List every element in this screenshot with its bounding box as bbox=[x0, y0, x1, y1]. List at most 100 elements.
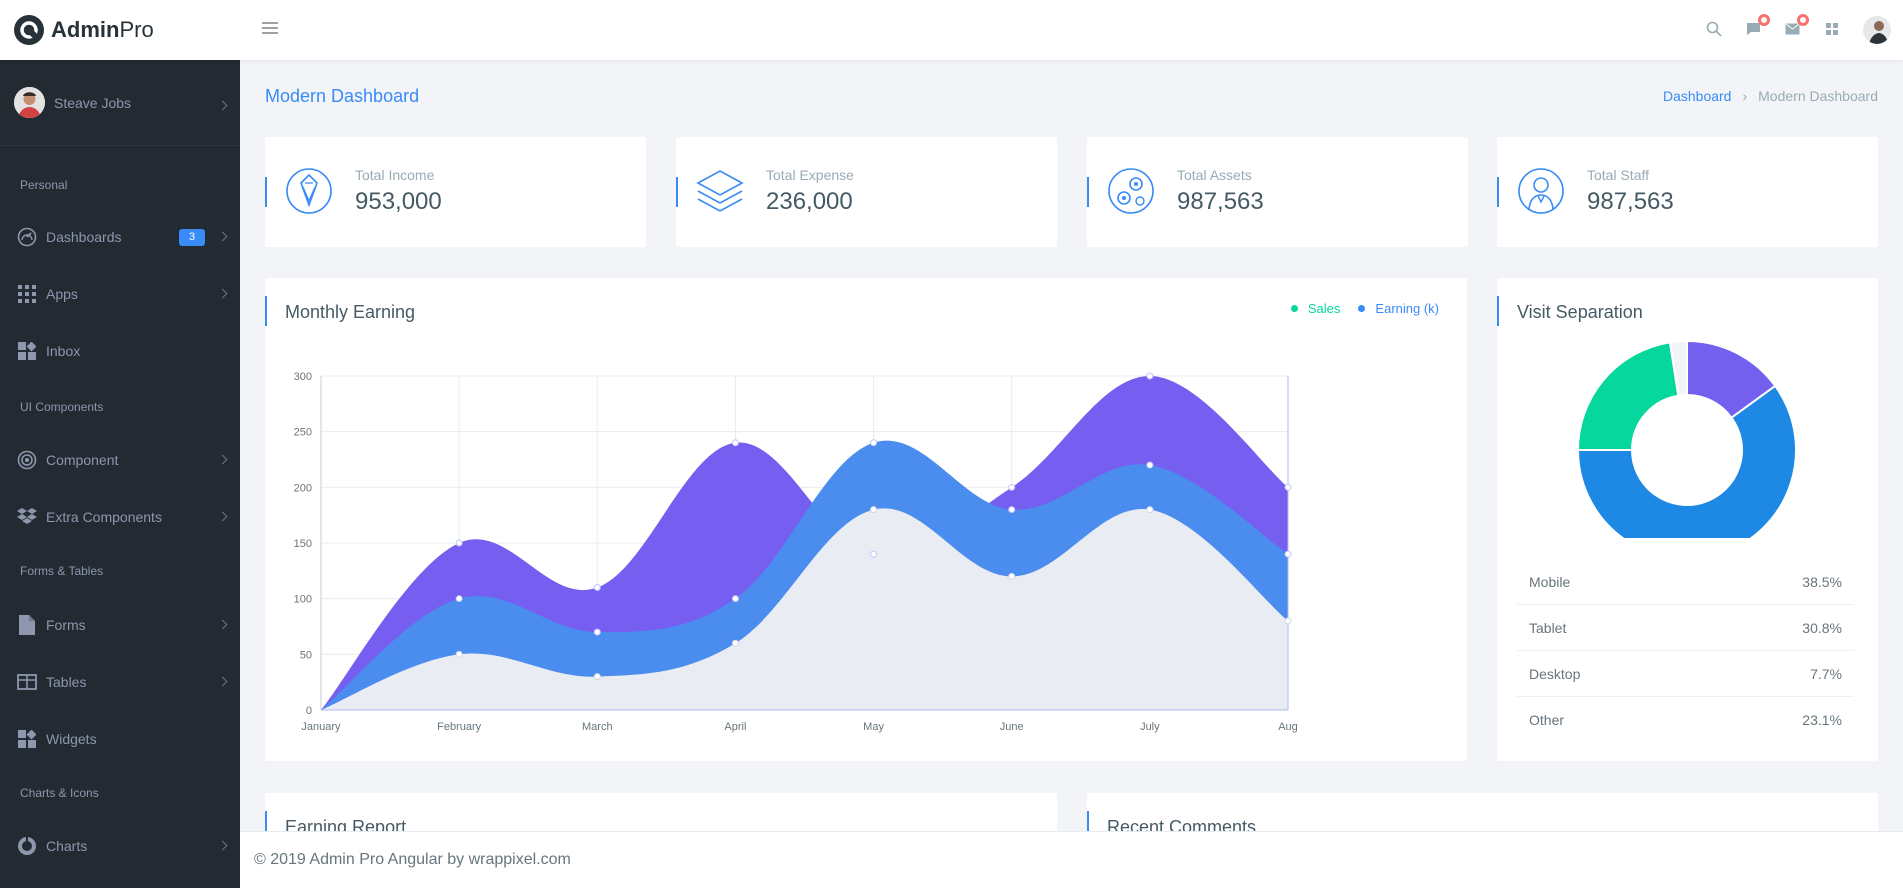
apps-grid-icon[interactable] bbox=[1821, 18, 1843, 40]
stat-value: 236,000 bbox=[766, 188, 853, 215]
user-avatar[interactable] bbox=[1863, 16, 1891, 44]
x-tick-label: March bbox=[582, 721, 613, 733]
user-profile[interactable]: Steave Jobs bbox=[0, 60, 240, 146]
monthly-earning-card: Monthly Earning Sales Earning (k) 0 50 100… bbox=[265, 278, 1467, 761]
logo-icon bbox=[14, 15, 44, 45]
nav-caption-forms-tables: Forms & Tables bbox=[20, 564, 104, 578]
chevron-right-icon bbox=[217, 231, 228, 242]
sidebar-item-inbox[interactable]: Inbox bbox=[0, 331, 240, 371]
nav-caption-personal: Personal bbox=[20, 178, 68, 192]
gears-icon bbox=[1108, 168, 1154, 214]
chevron-right-icon bbox=[217, 288, 228, 299]
data-point bbox=[593, 673, 601, 681]
sidebar-item-label: Dashboards bbox=[46, 229, 122, 245]
list-item: Mobile 38.5% bbox=[1517, 559, 1854, 605]
data-point bbox=[593, 584, 601, 592]
sidebar-item-label: Charts bbox=[46, 838, 88, 854]
sidebar-item-dashboards[interactable]: Dashboards 3 bbox=[0, 217, 240, 257]
stat-value: 987,563 bbox=[1587, 188, 1674, 215]
target-icon bbox=[17, 450, 37, 470]
pie-icon bbox=[17, 836, 37, 856]
data-point bbox=[731, 439, 739, 447]
data-point bbox=[1284, 483, 1292, 491]
breadcrumb-current: Modern Dashboard bbox=[1758, 88, 1878, 104]
x-tick-label: July bbox=[1140, 721, 1160, 733]
data-point bbox=[455, 595, 463, 603]
data-point bbox=[1008, 483, 1016, 491]
breadcrumb-link[interactable]: Dashboard bbox=[1662, 88, 1732, 104]
data-point bbox=[1284, 550, 1292, 558]
stat-card-assets: Total Assets 987,563 bbox=[1087, 137, 1468, 247]
chart-legend: Sales Earning (k) bbox=[1273, 301, 1439, 316]
sidebar-item-label: Extra Components bbox=[46, 509, 162, 525]
sidebar-item-apps[interactable]: Apps bbox=[0, 274, 240, 314]
data-point bbox=[731, 595, 739, 603]
widget-icon bbox=[17, 341, 37, 361]
data-point bbox=[731, 639, 739, 647]
sidebar-item-extra-components[interactable]: Extra Components bbox=[0, 497, 240, 537]
message-icon[interactable] bbox=[1742, 14, 1770, 40]
x-tick-label: May bbox=[863, 721, 884, 733]
chevron-right-icon bbox=[217, 511, 228, 522]
x-tick-label: Aug bbox=[1278, 721, 1298, 733]
grid-icon bbox=[17, 284, 37, 304]
visit-donut-chart bbox=[1576, 339, 1797, 538]
top-bar: AdminPro bbox=[0, 0, 1903, 60]
y-tick-label: 150 bbox=[294, 538, 312, 550]
data-point bbox=[455, 539, 463, 547]
data-point bbox=[870, 439, 878, 447]
sidebar-item-label: Forms bbox=[46, 617, 86, 633]
legend-item-sales[interactable]: Sales bbox=[1290, 301, 1340, 316]
stat-card-expense: Total Expense 236,000 bbox=[676, 137, 1057, 247]
sidebar-item-charts[interactable]: Charts bbox=[0, 826, 240, 866]
nav-caption-charts-icons: Charts & Icons bbox=[20, 786, 99, 800]
breadcrumb: Dashboard › Modern Dashboard bbox=[1663, 88, 1878, 104]
monthly-earning-chart: 0 50 100 150 200 250 300 January February March Ap… bbox=[294, 371, 1298, 733]
sidebar-item-tables[interactable]: Tables bbox=[0, 662, 240, 702]
sidebar-item-label: Widgets bbox=[46, 731, 97, 747]
count-badge: 3 bbox=[179, 229, 205, 246]
staff-icon bbox=[1518, 168, 1564, 214]
donut-slice bbox=[1668, 339, 1688, 397]
legend-item-earning[interactable]: Earning (k) bbox=[1358, 301, 1439, 316]
footer-text: © 2019 Admin Pro Angular by wrappixel.co… bbox=[254, 851, 571, 868]
sidebar: Steave Jobs Personal Dashboards 3 Apps I… bbox=[0, 60, 240, 888]
stat-card-income: Total Income 953,000 bbox=[265, 137, 646, 247]
sidebar-item-label: Tables bbox=[46, 674, 87, 690]
y-tick-label: 300 bbox=[294, 371, 312, 383]
y-tick-label: 50 bbox=[300, 649, 312, 661]
dropbox-icon bbox=[17, 507, 37, 527]
widget-icon bbox=[17, 729, 37, 749]
sidebar-item-forms[interactable]: Forms bbox=[0, 605, 240, 645]
stat-label: Total Assets bbox=[1177, 167, 1252, 183]
x-tick-label: January bbox=[301, 721, 341, 733]
chevron-right-icon bbox=[217, 454, 228, 465]
stat-label: Total Income bbox=[355, 167, 435, 183]
y-tick-label: 200 bbox=[294, 482, 312, 494]
layers-icon bbox=[696, 170, 744, 212]
data-point bbox=[1146, 506, 1154, 514]
nav-caption-ui-components: UI Components bbox=[20, 400, 104, 414]
sidebar-item-widgets[interactable]: Widgets bbox=[0, 719, 240, 759]
brand[interactable]: AdminPro bbox=[0, 0, 240, 60]
list-item: Other 23.1% bbox=[1529, 712, 1842, 728]
mail-icon[interactable] bbox=[1781, 14, 1809, 40]
chevron-right-icon bbox=[217, 840, 228, 851]
stat-card-staff: Total Staff 987,563 bbox=[1497, 137, 1878, 247]
chevron-right-icon bbox=[217, 619, 228, 630]
search-icon[interactable] bbox=[1703, 18, 1725, 40]
avatar bbox=[14, 87, 45, 118]
y-tick-label: 100 bbox=[294, 594, 312, 606]
menu-toggle-icon[interactable] bbox=[262, 22, 278, 36]
sidebar-item-component[interactable]: Component bbox=[0, 440, 240, 480]
data-point bbox=[870, 550, 878, 558]
wallet-icon bbox=[286, 168, 332, 214]
list-item: Desktop 7.7% bbox=[1517, 651, 1854, 697]
brand-name: AdminPro bbox=[51, 17, 154, 42]
footer: © 2019 Admin Pro Angular by wrappixel.co… bbox=[240, 831, 1903, 888]
sidebar-item-label: Inbox bbox=[46, 343, 81, 359]
file-icon bbox=[17, 615, 37, 635]
y-tick-label: 250 bbox=[294, 427, 312, 439]
y-tick-label: 0 bbox=[306, 705, 312, 717]
donut-slice bbox=[1576, 384, 1797, 538]
